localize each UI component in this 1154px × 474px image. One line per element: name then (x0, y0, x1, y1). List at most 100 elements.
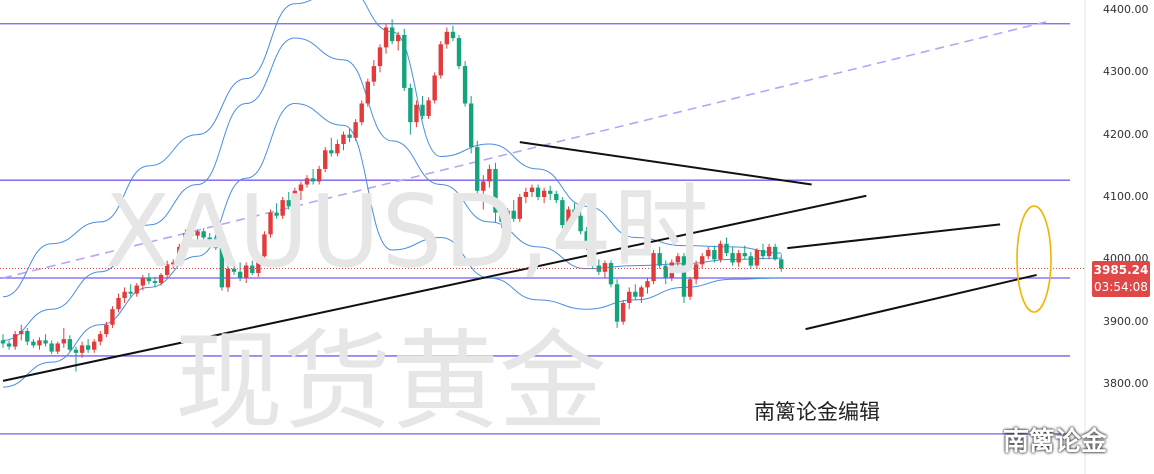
candle (541, 187, 547, 204)
candle-body (304, 178, 310, 185)
candle-body (359, 103, 364, 123)
candle-body (365, 81, 370, 104)
candle (12, 331, 18, 350)
candle-body (12, 334, 18, 347)
candle-countdown: 03:54:08 (1094, 280, 1148, 294)
candle (584, 226, 589, 250)
candle (614, 279, 620, 328)
candle-body (79, 345, 85, 353)
candle-body (420, 104, 425, 116)
candle (237, 262, 243, 282)
candle (693, 260, 699, 285)
candle-body (505, 210, 510, 222)
candle (0, 334, 6, 348)
candle-body (353, 122, 358, 138)
corner-logo: 南篱论金 (1003, 427, 1108, 457)
candle-body (122, 291, 127, 298)
candle-body (195, 231, 200, 236)
candle-body (262, 234, 267, 257)
candle-body (98, 334, 103, 342)
candle (177, 243, 182, 266)
candle-body (620, 302, 626, 322)
candle (408, 83, 413, 135)
candle (779, 254, 784, 272)
candle-body (718, 243, 723, 260)
candle-body (748, 256, 754, 266)
symbol-watermark: XAUUSD,4时 (105, 173, 711, 290)
candle-body (675, 256, 681, 263)
candle-body (548, 190, 553, 194)
candle (6, 340, 12, 350)
candle (244, 262, 249, 284)
candle (377, 44, 383, 73)
candle-body (177, 246, 182, 263)
y-tick-label: 3800.00 (1103, 377, 1149, 390)
candle-body (201, 231, 206, 238)
candle (286, 192, 291, 210)
candle-body (225, 268, 231, 288)
candle (402, 28, 407, 92)
candle-body (335, 144, 340, 154)
candle (262, 231, 267, 260)
candle (195, 229, 200, 241)
candle-body (152, 281, 158, 284)
candle (219, 245, 225, 291)
candle (450, 25, 456, 42)
candle-body (164, 264, 170, 275)
candle-body (614, 284, 620, 322)
candle (517, 193, 522, 222)
candle-body (572, 209, 577, 216)
candle (772, 243, 778, 261)
candle (572, 203, 577, 219)
candle-body (347, 134, 352, 138)
candle-body (37, 340, 42, 346)
candle (639, 285, 644, 303)
candle-body (55, 343, 60, 352)
candle-body (633, 291, 638, 297)
candle (663, 260, 668, 285)
candle-body (456, 38, 462, 67)
candle (250, 260, 255, 275)
editor-credit: 南篱论金编辑 (754, 400, 880, 424)
candle-body (19, 331, 24, 335)
candle-body (183, 233, 188, 247)
candle (529, 184, 535, 197)
candle-body (389, 27, 395, 42)
candle (225, 265, 231, 292)
candle (462, 61, 468, 107)
candle (122, 287, 127, 303)
candle (371, 59, 377, 87)
candle (353, 119, 358, 141)
bollinger-middle (2, 37, 782, 341)
candle (426, 97, 431, 120)
candle (620, 299, 626, 325)
candle (55, 341, 60, 355)
candle-body (693, 264, 699, 280)
trend-triangle-lower (805, 273, 1037, 331)
candle (481, 175, 486, 210)
candle (687, 276, 693, 300)
candle (475, 140, 480, 201)
candle (37, 337, 42, 350)
candle-body (541, 190, 547, 197)
candle-body (316, 168, 322, 182)
candle (79, 341, 85, 358)
candle-body (6, 343, 12, 347)
candle-body (724, 243, 729, 254)
candle-body (128, 291, 133, 294)
candle-body (712, 249, 717, 260)
candle-body (414, 104, 419, 123)
candle-body (438, 44, 443, 76)
candle (706, 246, 711, 260)
candle (43, 334, 48, 347)
candle-body (687, 279, 693, 297)
candle-body (341, 134, 346, 145)
candle (73, 346, 79, 372)
candle (116, 293, 121, 313)
candle-body (736, 253, 741, 263)
candle (608, 260, 614, 288)
trend-lines (2, 141, 1037, 382)
candle (657, 246, 662, 269)
candle-body (700, 256, 705, 265)
